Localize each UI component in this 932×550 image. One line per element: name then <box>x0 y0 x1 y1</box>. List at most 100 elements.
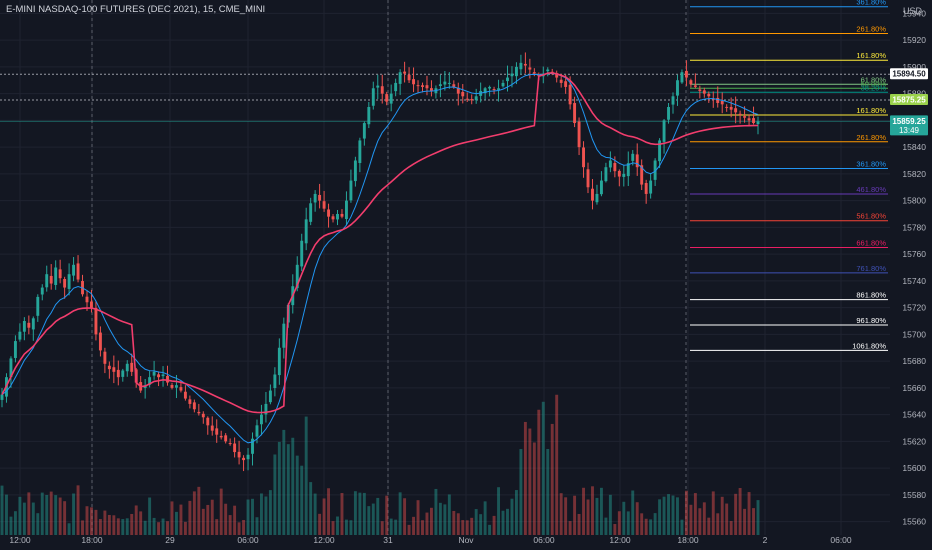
volume-bar <box>434 488 438 535</box>
price-axis[interactable]: 15560 15580 15600 15620 15640 15660 15680 15700… <box>902 8 926 526</box>
volume-bar <box>255 517 259 535</box>
candle-body <box>161 374 165 377</box>
volume-bar <box>452 510 456 535</box>
volume-bar <box>273 454 277 535</box>
volume-bar <box>224 503 228 535</box>
volume-bar <box>201 508 205 535</box>
volume-bar <box>179 504 183 535</box>
candle-body <box>640 165 644 185</box>
volume-bar <box>617 511 621 535</box>
candle-body <box>9 358 13 378</box>
volume-bar <box>5 494 8 535</box>
candle-body <box>166 375 169 383</box>
time-tick-label: 18:00 <box>81 535 103 545</box>
fib-level-label: 961.80% <box>856 316 886 325</box>
volume-bar <box>58 497 62 535</box>
time-axis[interactable]: 12:00 18:00 29 06:00 12:00 31 Nov 06:00 12:00 18:… <box>9 535 852 545</box>
candle-body <box>90 301 93 308</box>
volume-bar <box>143 520 147 535</box>
price-tag-box <box>890 68 928 80</box>
volume-bar <box>116 518 120 535</box>
candle-body <box>0 394 4 400</box>
volume-bar <box>412 516 416 535</box>
volume-bar <box>707 517 711 535</box>
candle-body <box>631 153 635 161</box>
candle-body <box>170 384 174 388</box>
volume-bar <box>376 497 380 535</box>
volume-bar <box>322 498 326 535</box>
fibonacci-extension[interactable]: 361.80% 261.80% 161.80% 61.80%50.00%38.20% 1… <box>690 0 888 351</box>
candle-body <box>116 369 120 378</box>
currency-label: USD <box>902 6 922 16</box>
volume-bar <box>394 519 398 535</box>
volume-bar <box>644 518 648 535</box>
volume-bar <box>506 508 509 535</box>
candle-body <box>322 201 326 209</box>
volume-bar <box>407 524 411 535</box>
volume-bar <box>532 442 536 535</box>
volume-bar <box>170 501 174 535</box>
volume-bar <box>309 482 313 535</box>
volume-bar <box>702 502 706 535</box>
time-tick-label: 31 <box>383 535 393 545</box>
candle-body <box>421 85 424 87</box>
volume-bar <box>327 488 331 535</box>
candle-body <box>653 160 657 180</box>
candle-body <box>36 296 40 316</box>
candle-body <box>210 425 214 431</box>
candle-body <box>519 62 523 70</box>
candle-body <box>622 173 626 177</box>
candle-body <box>336 214 339 220</box>
candle-body <box>268 390 272 403</box>
volume-bar <box>49 491 53 535</box>
volume-bar <box>304 416 308 535</box>
time-tick-label: 18:00 <box>677 535 699 545</box>
candle-body <box>470 99 474 101</box>
candle-body <box>438 84 442 87</box>
candle-body <box>13 341 17 358</box>
candle-body <box>573 103 577 124</box>
volume-bar <box>671 495 675 535</box>
volume-bar <box>152 517 156 535</box>
volume-bar <box>613 524 617 535</box>
candle-body <box>246 454 250 460</box>
candle-body <box>586 169 590 188</box>
candle-body <box>510 73 514 77</box>
volume-bar <box>300 465 304 535</box>
candle-body <box>242 457 246 461</box>
time-tick-label: Nov <box>458 535 474 545</box>
candle-body <box>429 88 433 91</box>
volume-bar <box>215 519 219 535</box>
candle-body <box>456 87 460 94</box>
candle-body <box>152 371 156 376</box>
candle-body <box>175 385 178 388</box>
volume-bar <box>90 507 93 535</box>
volume-bar <box>519 449 523 535</box>
fib-level-label: 661.80% <box>856 238 886 247</box>
price-tick-label: 15900 <box>902 62 926 72</box>
volume-bar <box>470 517 474 535</box>
candle-body <box>58 269 62 279</box>
candle-body <box>192 402 196 410</box>
candle-body <box>362 123 366 139</box>
volume-bar <box>192 491 196 535</box>
volume-bar <box>577 513 581 535</box>
candle-body <box>233 443 237 453</box>
candle-body <box>27 322 31 328</box>
volume-bar <box>81 520 84 535</box>
candle-body <box>251 438 254 454</box>
candle-body <box>344 200 348 220</box>
candle-body <box>564 81 568 87</box>
chart-title: E-MINI NASDAQ-100 FUTURES (DEC 2021), 15… <box>6 4 266 15</box>
price-tick-label: 15640 <box>902 410 926 420</box>
time-tick-label: 12:00 <box>609 535 631 545</box>
candle-body <box>398 72 402 84</box>
candle-body <box>559 79 563 83</box>
candle-body <box>680 72 684 83</box>
time-tick-label: 12:00 <box>9 535 31 545</box>
candle-body <box>412 79 416 85</box>
volume-bar <box>595 497 599 535</box>
volume-bar <box>389 518 393 535</box>
